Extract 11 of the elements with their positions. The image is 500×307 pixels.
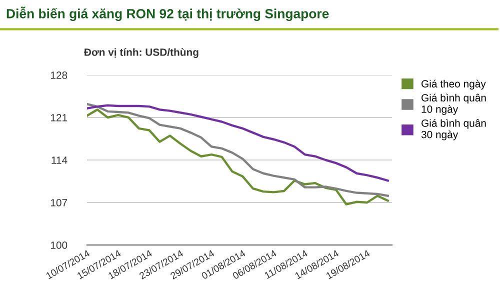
legend-label: Giá bình quân 10 ngày: [422, 94, 486, 115]
chart-title: Diễn biến giá xăng RON 92 tại thị trường Singapore: [6, 6, 329, 22]
line-series: [87, 104, 389, 182]
y-tick-label: 100: [50, 242, 68, 249]
y-tick-label: 121: [50, 114, 68, 122]
y-axis-title: Đơn vị tính: USD/thùng: [84, 48, 198, 58]
y-tick-label: 107: [50, 199, 68, 206]
y-tick-label: 128: [50, 72, 68, 79]
legend-label: Giá bình quân 30 ngày: [421, 119, 486, 140]
legend-label: Giá theo ngày: [422, 80, 486, 90]
y-tick-label: 114: [52, 156, 68, 164]
